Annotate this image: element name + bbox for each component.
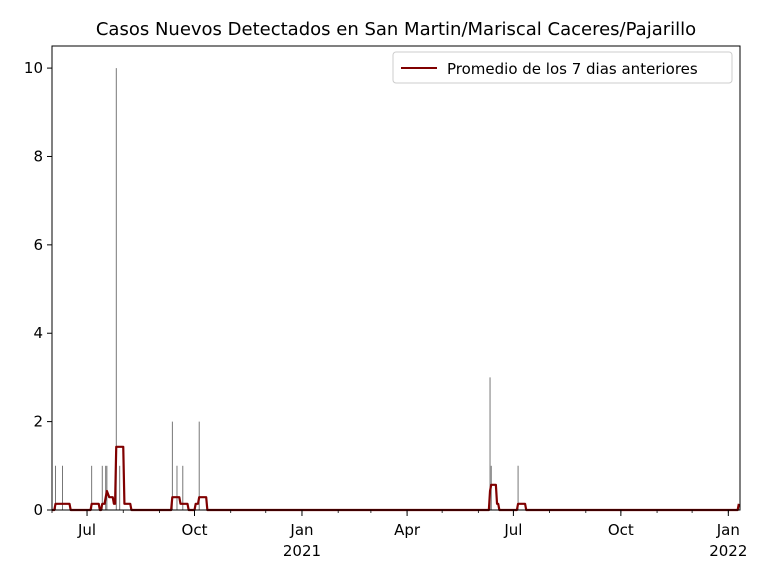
y-tick-label: 2 xyxy=(33,413,43,431)
x-tick-label: Jan xyxy=(289,521,313,539)
y-axis: 0 2 4 6 8 10 xyxy=(24,59,52,519)
y-tick-label: 6 xyxy=(33,236,43,254)
y-tick-label: 8 xyxy=(33,147,43,165)
x-tick-year-label: 2021 xyxy=(283,542,321,560)
x-tick-year-label: 2022 xyxy=(709,542,747,560)
daily-cases-bars xyxy=(55,68,519,510)
y-tick-label: 10 xyxy=(24,59,43,77)
legend: Promedio de los 7 dias anteriores xyxy=(392,51,733,84)
legend-label: Promedio de los 7 dias anteriores xyxy=(447,60,698,78)
x-tick-label: Oct xyxy=(182,521,208,539)
x-tick-label: Apr xyxy=(394,521,421,539)
x-tick-label: Jan xyxy=(716,521,740,539)
legend-box xyxy=(392,51,733,84)
x-tick-label: Oct xyxy=(608,521,634,539)
x-axis: Jul Oct Jan 2021 Apr Jul Oct Jan 2022 xyxy=(51,510,747,560)
moving-average-line-group xyxy=(52,445,740,512)
moving-average-line xyxy=(52,445,740,512)
y-tick-label: 4 xyxy=(33,324,43,342)
chart-title: Casos Nuevos Detectados en San Martin/Ma… xyxy=(96,19,696,40)
x-tick-label: Jul xyxy=(503,521,522,539)
y-tick-label: 0 xyxy=(33,501,43,519)
plot-area-frame xyxy=(51,45,741,511)
x-tick-label: Jul xyxy=(77,521,96,539)
